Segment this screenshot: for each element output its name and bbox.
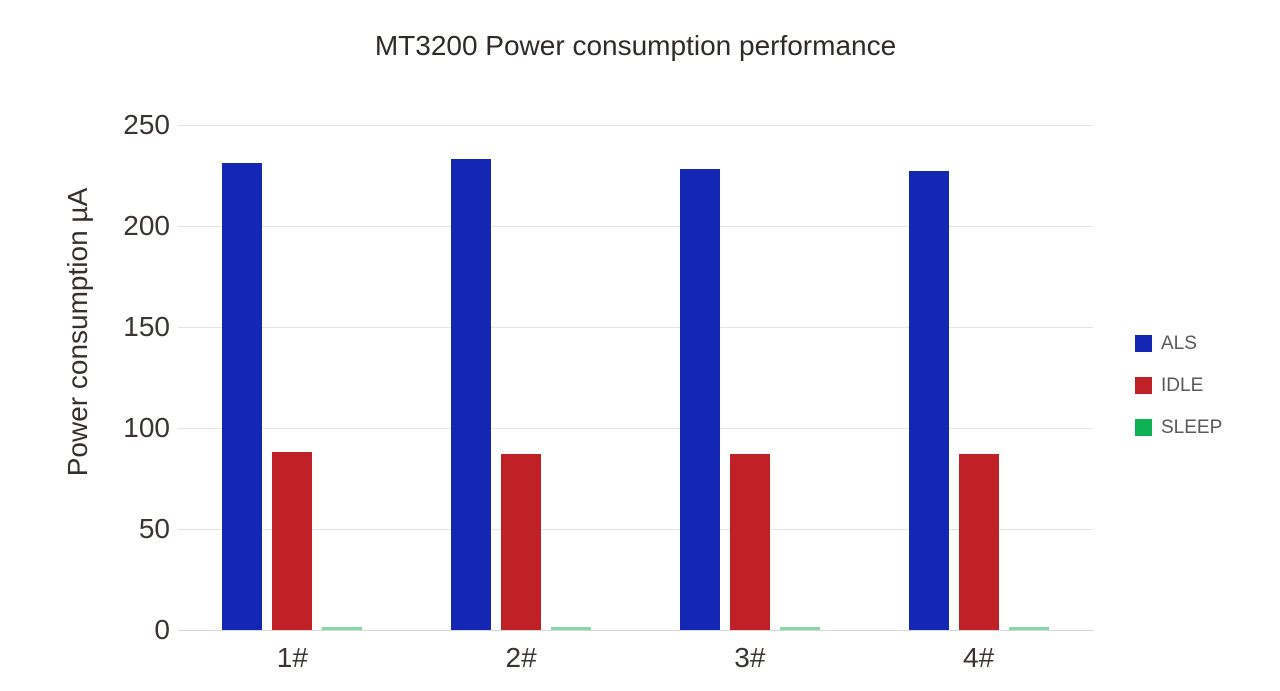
bar-idle-3# <box>729 454 770 630</box>
legend-swatch-icon <box>1135 377 1152 394</box>
bar-sleep-3# <box>779 627 820 630</box>
bar-als-2# <box>451 159 492 630</box>
legend-item-sleep: SLEEP <box>1135 417 1223 438</box>
y-tick-label: 250 <box>123 109 170 140</box>
bar-sleep-2# <box>551 627 592 630</box>
bar-als-3# <box>679 169 720 630</box>
legend-item-als: ALS <box>1135 333 1222 354</box>
chart-title: MT3200 Power consumption performance <box>374 30 897 61</box>
x-tick-label: 3# <box>734 642 766 673</box>
bar-idle-2# <box>501 454 542 630</box>
legend-swatch-icon <box>1135 335 1152 352</box>
gridline <box>178 225 1093 227</box>
gridline <box>178 326 1093 328</box>
gridline <box>178 528 1093 530</box>
gridline <box>178 124 1093 126</box>
y-tick-label: 100 <box>123 412 170 443</box>
legend-label: IDLE <box>1161 375 1204 396</box>
y-tick-label: 0 <box>154 614 170 645</box>
bar-sleep-4# <box>1008 627 1049 630</box>
bar-als-4# <box>908 171 949 630</box>
legend-label: SLEEP <box>1161 417 1223 438</box>
legend-label: ALS <box>1161 333 1197 354</box>
x-tick-label: 4# <box>963 642 995 673</box>
x-tick-label: 2# <box>505 642 537 673</box>
y-tick-label: 200 <box>123 210 170 241</box>
bar-als-1# <box>222 163 263 630</box>
bar-idle-4# <box>958 454 999 630</box>
y-tick-label: 150 <box>123 311 170 342</box>
y-tick-label: 50 <box>138 513 170 544</box>
legend: ALS IDLE SLEEP <box>1135 333 1223 438</box>
gridline <box>178 427 1093 429</box>
x-tick-label: 1# <box>276 642 308 673</box>
bar-idle-1# <box>272 452 313 630</box>
legend-swatch-icon <box>1135 419 1152 436</box>
bar-sleep-1# <box>322 627 363 630</box>
x-axis-line <box>178 629 1093 631</box>
legend-item-idle: IDLE <box>1135 375 1222 396</box>
